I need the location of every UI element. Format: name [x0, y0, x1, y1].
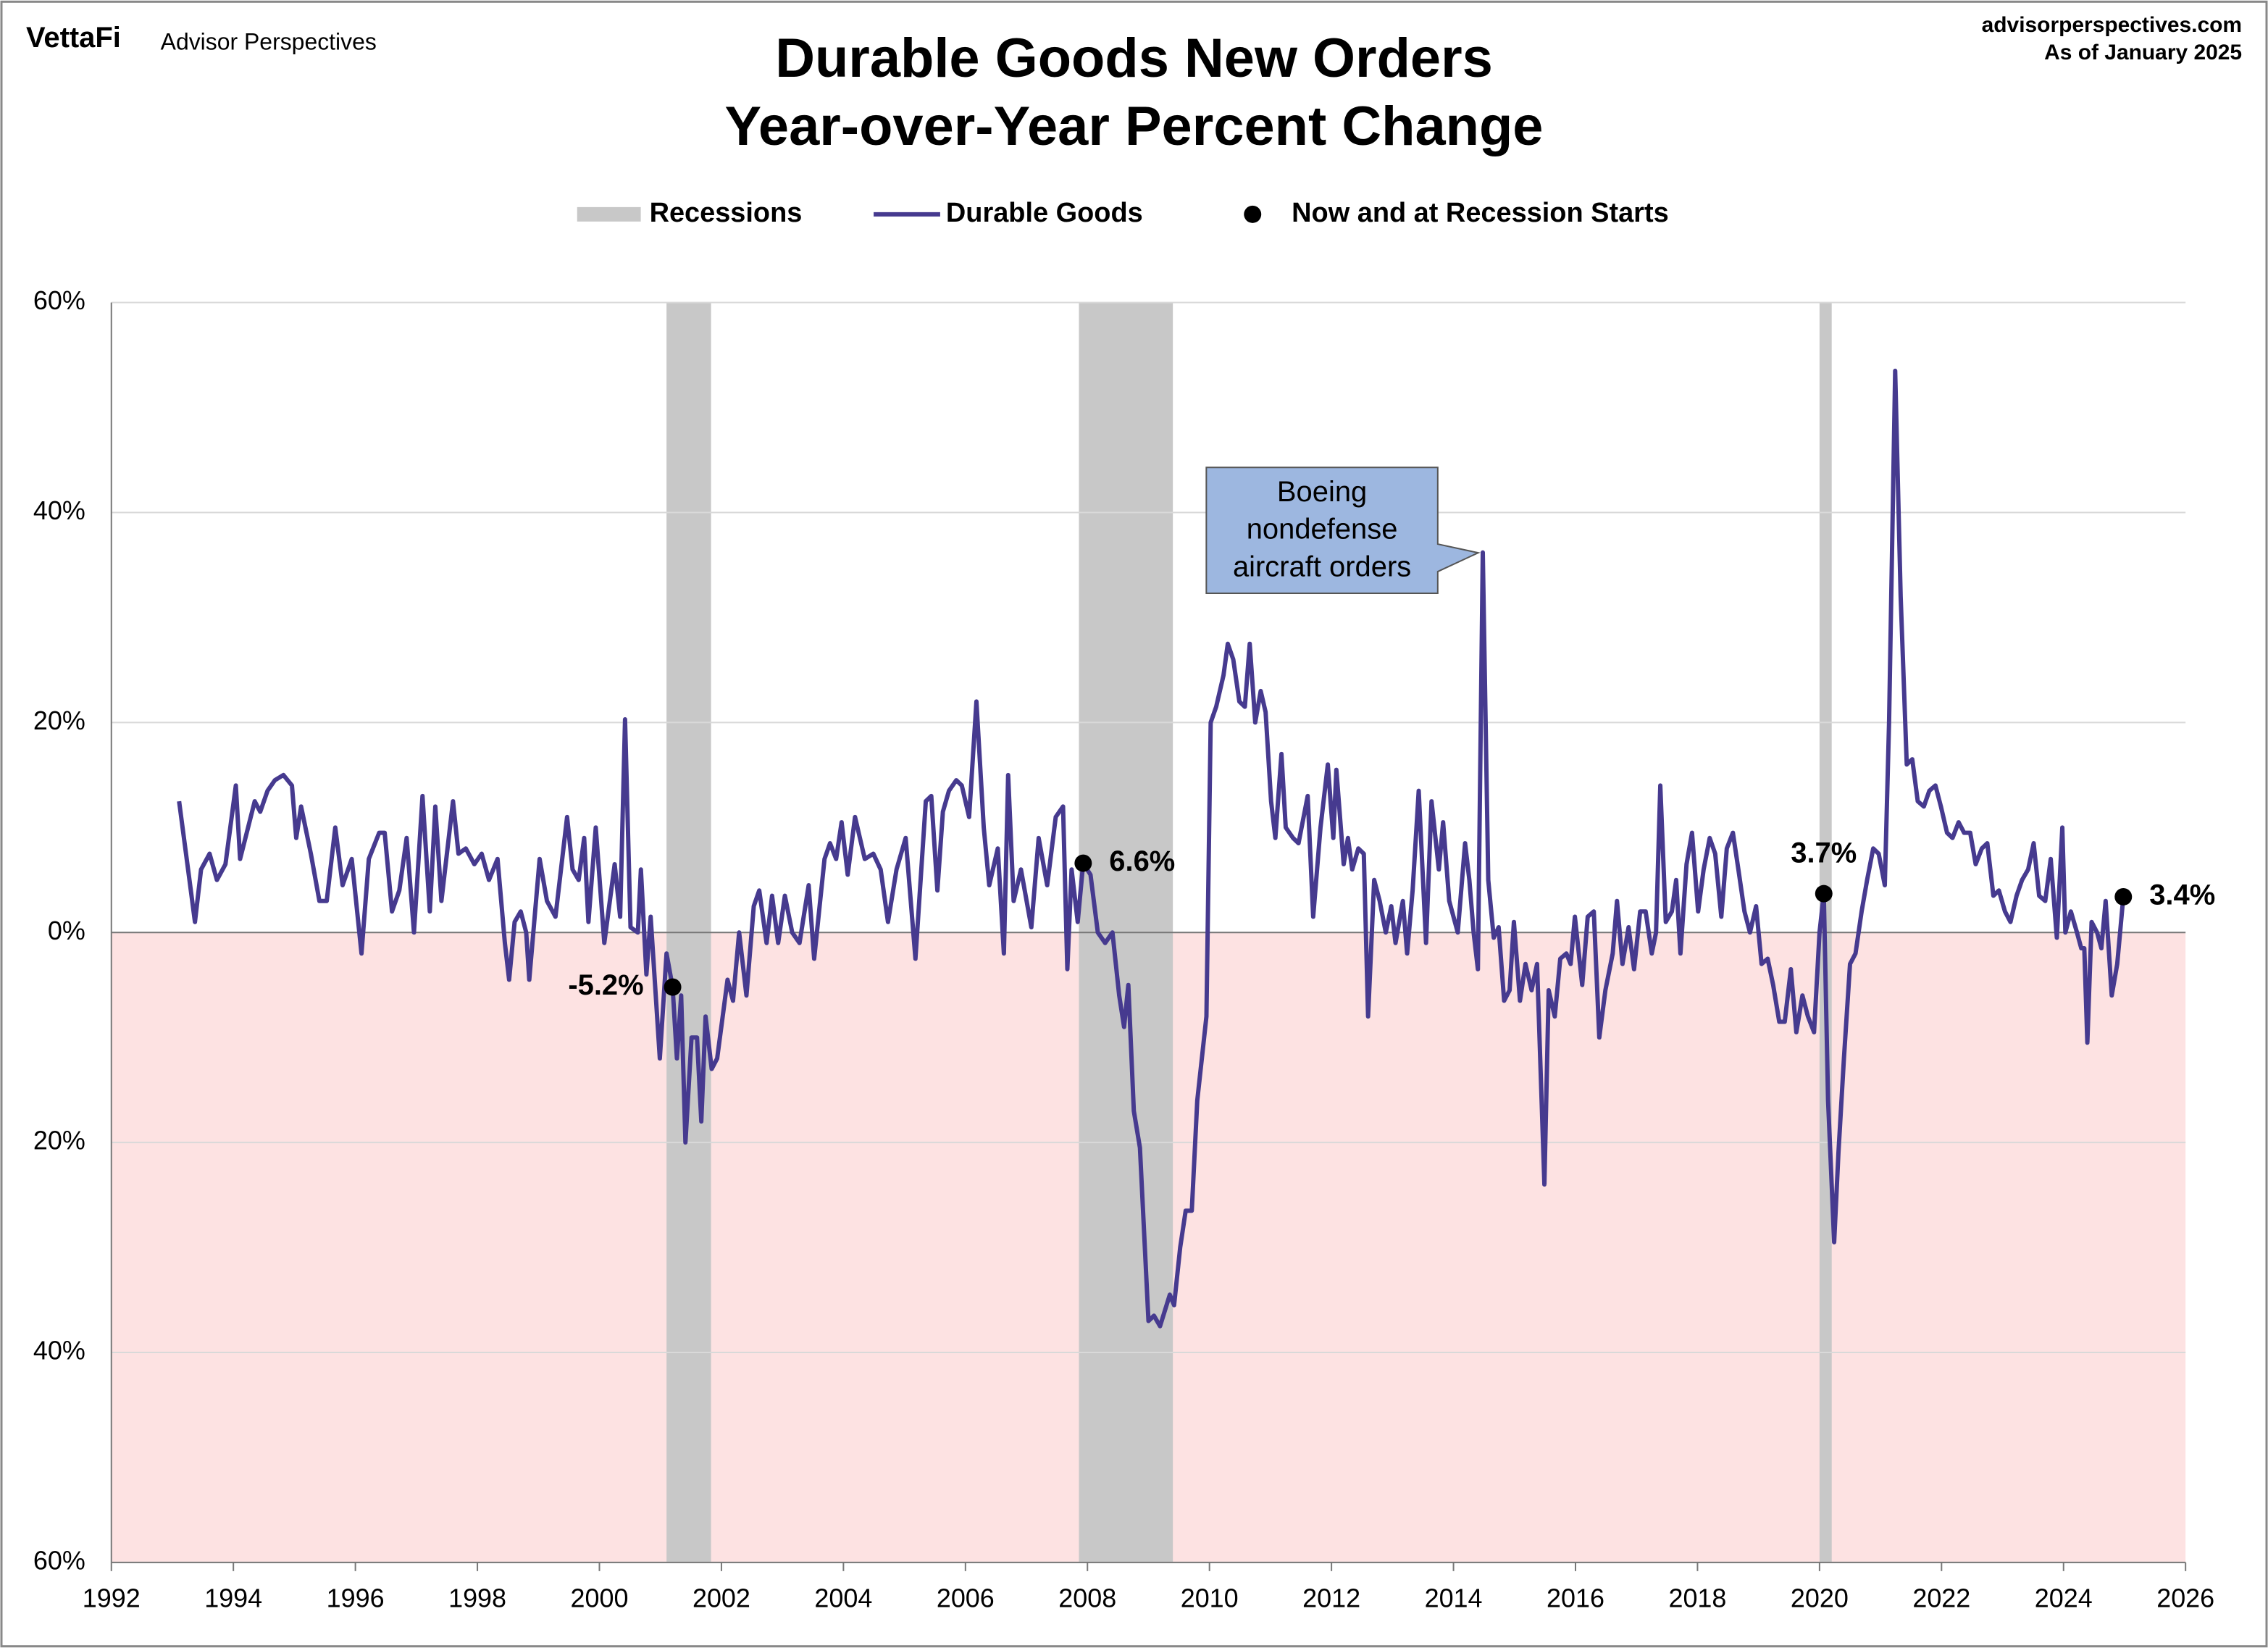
y-tick-label: 20%: [33, 1126, 85, 1155]
marker: [1815, 884, 1833, 903]
x-tick-label: 2022: [1912, 1583, 1970, 1613]
legend-label: Durable Goods: [946, 198, 1143, 228]
annotation-text: nondefense: [1247, 514, 1398, 545]
chart-title: Year-over-Year Percent Change: [725, 96, 1544, 157]
x-tick-label: 2020: [1791, 1583, 1849, 1613]
x-tick-label: 2002: [692, 1583, 750, 1613]
y-tick-label: 0%: [48, 916, 85, 945]
y-tick-label: 20%: [33, 706, 85, 735]
chart-title: Durable Goods New Orders: [775, 28, 1493, 89]
x-tick-label: 1996: [327, 1583, 385, 1613]
annotation-text: aircraft orders: [1233, 551, 1411, 583]
marker: [1074, 854, 1092, 872]
y-tick-label: 60%: [33, 1545, 85, 1575]
x-tick-label: 2014: [1425, 1583, 1483, 1613]
x-tick-label: 1992: [83, 1583, 141, 1613]
x-tick-label: 2016: [1547, 1583, 1604, 1613]
marker-label: 3.7%: [1791, 837, 1857, 869]
marker-label: 3.4%: [2149, 879, 2215, 911]
x-tick-label: 2018: [1668, 1583, 1726, 1613]
marker: [2114, 888, 2133, 905]
series-line: [177, 368, 2126, 1329]
annotation-box: [1205, 467, 1481, 595]
legend-swatch: [577, 206, 641, 222]
x-tick-label: 2006: [937, 1583, 995, 1613]
x-tick-label: 2026: [2156, 1583, 2214, 1613]
marker-label: -5.2%: [568, 969, 643, 1001]
x-tick-label: 2024: [2035, 1583, 2093, 1613]
x-tick-label: 1994: [204, 1583, 262, 1613]
legend-label: Now and at Recession Starts: [1292, 198, 1669, 228]
brand-sub: Advisor Perspectives: [161, 29, 377, 55]
legend-label: Recessions: [650, 198, 803, 228]
x-tick-label: 2012: [1302, 1583, 1360, 1613]
x-tick-label: 2000: [571, 1583, 629, 1613]
y-tick-label: 40%: [33, 1336, 85, 1365]
legend-swatch: [1244, 205, 1262, 223]
x-tick-label: 2008: [1058, 1583, 1116, 1613]
site: advisorperspectives.com: [1982, 13, 2242, 37]
as-of: As of January 2025: [2044, 41, 2242, 64]
annotation-text: Boeing: [1277, 476, 1367, 508]
brand: VettaFi: [26, 22, 121, 54]
x-tick-label: 2010: [1181, 1583, 1239, 1613]
x-tick-label: 2004: [814, 1583, 872, 1613]
marker: [664, 978, 682, 996]
x-tick-label: 1998: [448, 1583, 506, 1613]
y-tick-label: 60%: [33, 285, 85, 315]
marker-label: 6.6%: [1109, 845, 1175, 877]
y-tick-label: 40%: [33, 495, 85, 525]
